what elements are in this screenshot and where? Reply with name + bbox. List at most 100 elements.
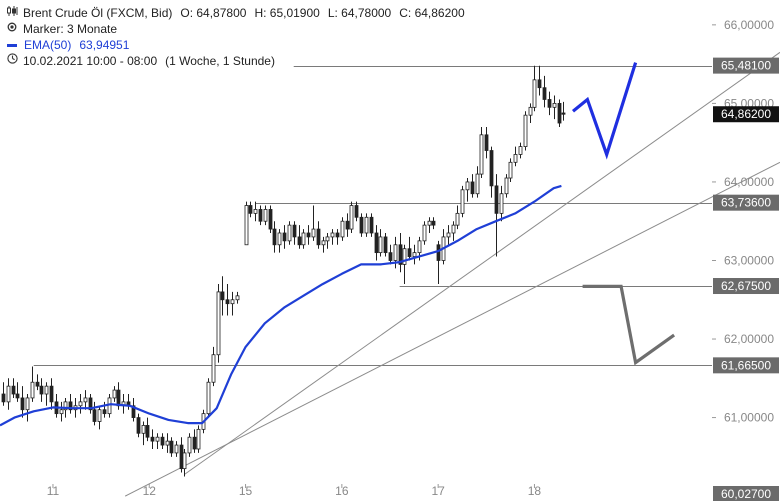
candle-body: [431, 220, 436, 226]
candle: [15, 382, 20, 402]
candle-body: [6, 385, 11, 403]
candle-body: [518, 146, 523, 155]
candle: [174, 441, 179, 457]
candle-body: [1, 393, 6, 403]
candle: [407, 236, 412, 261]
candle: [49, 378, 54, 410]
candle-body: [187, 436, 192, 454]
candle: [253, 201, 258, 222]
candle-body: [25, 397, 30, 411]
candle-body: [446, 232, 451, 238]
candle-body: [316, 228, 321, 246]
candle: [92, 401, 97, 426]
candle: [499, 185, 504, 222]
candle: [11, 378, 16, 398]
x-tick-label: 16: [335, 484, 349, 498]
trendline: [184, 51, 780, 475]
y-tick-label: 63,00000: [724, 253, 774, 267]
candle-body: [141, 425, 146, 434]
candle-body: [63, 401, 68, 411]
instrument-name: Brent Crude Öl (FXCM, Bid): [23, 6, 173, 20]
candle: [422, 221, 427, 245]
candle-body: [169, 440, 174, 454]
candle-body: [335, 232, 340, 238]
candle: [6, 378, 11, 410]
candle: [131, 397, 136, 422]
x-tick-label: 18: [528, 484, 542, 498]
candle: [216, 284, 221, 363]
candle: [126, 394, 131, 410]
candle: [179, 437, 184, 473]
candle-body: [301, 232, 306, 246]
candle: [25, 394, 30, 422]
candle: [97, 405, 102, 430]
candle-body: [504, 177, 509, 195]
candle: [513, 146, 518, 167]
candle-body: [398, 244, 403, 265]
clock-icon: [6, 53, 18, 69]
legend-date-row: 10.02.2021 10:00 - 08:00 (1 Woche, 1 Stu…: [6, 53, 465, 69]
ema-line: [0, 184, 562, 427]
candle: [427, 217, 432, 233]
level-price-label: 62,67500: [713, 278, 779, 295]
candle: [374, 225, 379, 261]
candle-body: [225, 299, 230, 305]
candle-body: [340, 220, 345, 238]
level-price-label: 65,48100: [713, 57, 779, 74]
candle: [282, 225, 287, 249]
price-label-text: 65,48100: [721, 59, 771, 73]
y-tick-label: 62,00000: [724, 332, 774, 346]
candle: [552, 95, 557, 120]
axis-low-label: 60,02700: [713, 486, 779, 501]
price-label-bg: [713, 57, 779, 74]
candle: [196, 425, 201, 453]
candle-body: [44, 385, 49, 395]
candle-body: [20, 397, 25, 411]
candle-body: [561, 112, 566, 115]
marker-icon: [6, 21, 18, 37]
candle: [268, 205, 273, 233]
candle-body: [349, 205, 354, 230]
candle: [412, 244, 417, 265]
candle-body: [354, 205, 359, 218]
candle-body: [263, 209, 268, 222]
candle: [388, 244, 393, 265]
candle: [107, 394, 112, 418]
x-tick-label: 15: [239, 484, 253, 498]
candle: [470, 174, 475, 198]
candle: [206, 378, 211, 418]
candle-body: [479, 134, 484, 175]
candle-body: [297, 236, 302, 246]
candle: [335, 229, 340, 245]
candle-body: [49, 385, 54, 403]
legend-ema-row: EMA(50) 63,94951: [6, 37, 465, 53]
candle-body: [272, 228, 277, 246]
y-tick-label: 66,00000: [724, 18, 774, 32]
candle: [59, 401, 64, 422]
y-tick-label: 64,00000: [724, 175, 774, 189]
candle-body: [470, 181, 475, 195]
horizontal-levels: [33, 66, 712, 366]
candle: [475, 166, 480, 198]
candle: [316, 221, 321, 249]
candle-body: [311, 228, 316, 238]
candle: [528, 103, 533, 124]
candle: [141, 421, 146, 446]
candle-body: [253, 209, 258, 214]
candle: [561, 101, 566, 121]
candle-body: [378, 236, 383, 254]
candle: [349, 201, 354, 233]
candle: [518, 142, 523, 159]
candle: [54, 394, 59, 418]
candle-body: [182, 452, 187, 470]
close-value: C: 64,86200: [399, 6, 465, 20]
level-price-label: 63,73600: [713, 194, 779, 211]
candle-body: [451, 224, 456, 234]
candle: [494, 174, 499, 257]
candle: [345, 213, 350, 237]
candle: [136, 413, 141, 438]
candle-body: [92, 409, 97, 422]
candle: [225, 284, 230, 316]
candle: [306, 225, 311, 245]
open-value: O: 64,87800: [180, 6, 247, 20]
